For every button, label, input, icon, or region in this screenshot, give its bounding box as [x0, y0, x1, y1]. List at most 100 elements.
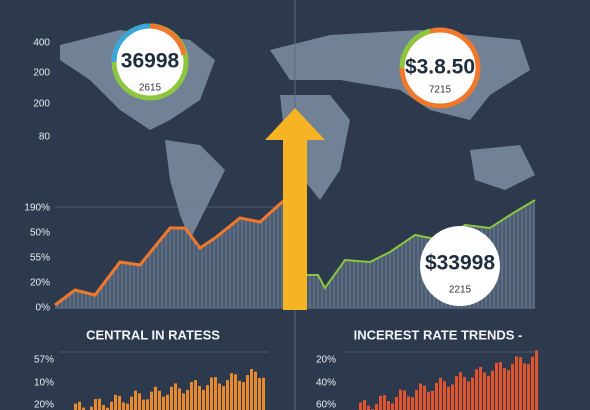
badge-value: $33998 — [425, 252, 495, 275]
panel-title: CENTRAL IN RATESS — [86, 327, 220, 342]
bar — [166, 394, 169, 410]
badge-sub: 7215 — [429, 85, 452, 96]
bar — [407, 396, 410, 410]
axis-label: 400 — [33, 38, 50, 49]
bar — [535, 350, 538, 410]
axis-label: 57% — [34, 355, 54, 366]
bar — [527, 364, 530, 410]
badge-sub: 2215 — [449, 285, 472, 296]
bar — [463, 376, 466, 410]
green-line — [305, 199, 536, 290]
bar — [419, 383, 422, 410]
bar — [126, 403, 129, 410]
bar — [359, 402, 362, 410]
bar — [523, 363, 526, 410]
bar — [242, 382, 245, 410]
bar — [82, 407, 85, 410]
bar — [90, 406, 93, 410]
badge: $33998 2215 — [420, 226, 500, 306]
bar — [238, 380, 241, 410]
bar — [154, 386, 157, 410]
bar — [511, 363, 514, 410]
bar — [415, 389, 418, 410]
bar — [483, 372, 486, 410]
bar — [110, 401, 113, 410]
bar — [78, 401, 81, 410]
bar — [475, 369, 478, 410]
bar — [190, 382, 193, 410]
bar — [403, 390, 406, 410]
bar — [98, 398, 101, 410]
bar — [262, 377, 265, 410]
bar — [234, 374, 237, 410]
bar — [202, 389, 205, 410]
bar — [106, 407, 109, 410]
bar — [531, 356, 534, 410]
bar — [122, 402, 125, 410]
bar — [491, 370, 494, 410]
bar — [142, 399, 145, 410]
panel-title: INCEREST RATE TRENDS - — [354, 327, 523, 342]
bar — [443, 381, 446, 410]
bar — [435, 382, 438, 410]
bar — [427, 391, 430, 410]
badge-value: $3.8.50 — [405, 56, 475, 79]
bar — [367, 405, 370, 410]
axis-label: 20% — [34, 400, 54, 410]
bar — [150, 391, 153, 410]
bar — [254, 371, 257, 410]
bar — [74, 403, 77, 410]
bar — [479, 366, 482, 410]
bar — [134, 390, 137, 410]
bar — [258, 378, 261, 410]
bar — [178, 388, 181, 410]
bar — [459, 372, 462, 410]
bar — [423, 385, 426, 410]
bar — [198, 385, 201, 410]
orange-line — [54, 193, 292, 307]
bar — [174, 383, 177, 410]
bar — [170, 386, 173, 410]
bar — [487, 375, 490, 410]
bar — [210, 377, 213, 410]
bar — [519, 357, 522, 410]
axis-label: 60% — [316, 400, 336, 410]
bar — [383, 395, 386, 410]
badge-value: 36998 — [121, 50, 180, 73]
bar — [182, 393, 185, 410]
bars — [60, 350, 538, 410]
bar — [146, 399, 149, 410]
bar — [194, 380, 197, 410]
axis-label: 20% — [316, 355, 336, 366]
bar — [515, 356, 518, 410]
bar — [250, 369, 253, 410]
bar — [138, 393, 141, 410]
axis-label: 50% — [30, 228, 50, 239]
bar — [447, 386, 450, 410]
bar — [451, 384, 454, 410]
axis-label: 200 — [33, 68, 50, 79]
bar — [363, 400, 366, 410]
bar — [102, 405, 105, 410]
axis-label: 80 — [39, 132, 51, 143]
bar — [222, 386, 225, 410]
bar — [186, 389, 189, 410]
axis-label: 10% — [34, 378, 54, 389]
bar — [387, 401, 390, 410]
bar — [467, 381, 470, 410]
axis-label: 200 — [33, 99, 50, 110]
bar — [391, 403, 394, 410]
axis-label: 190% — [24, 203, 50, 214]
axis-label: 55% — [30, 253, 50, 264]
bar — [503, 367, 506, 410]
bar — [162, 396, 165, 410]
bar — [218, 383, 221, 410]
arrow — [265, 108, 325, 310]
badge: 36998 2615 — [111, 23, 189, 101]
bar — [395, 396, 398, 410]
bar — [214, 377, 217, 410]
bar — [114, 394, 117, 410]
bar — [411, 397, 414, 410]
bar — [495, 362, 498, 410]
